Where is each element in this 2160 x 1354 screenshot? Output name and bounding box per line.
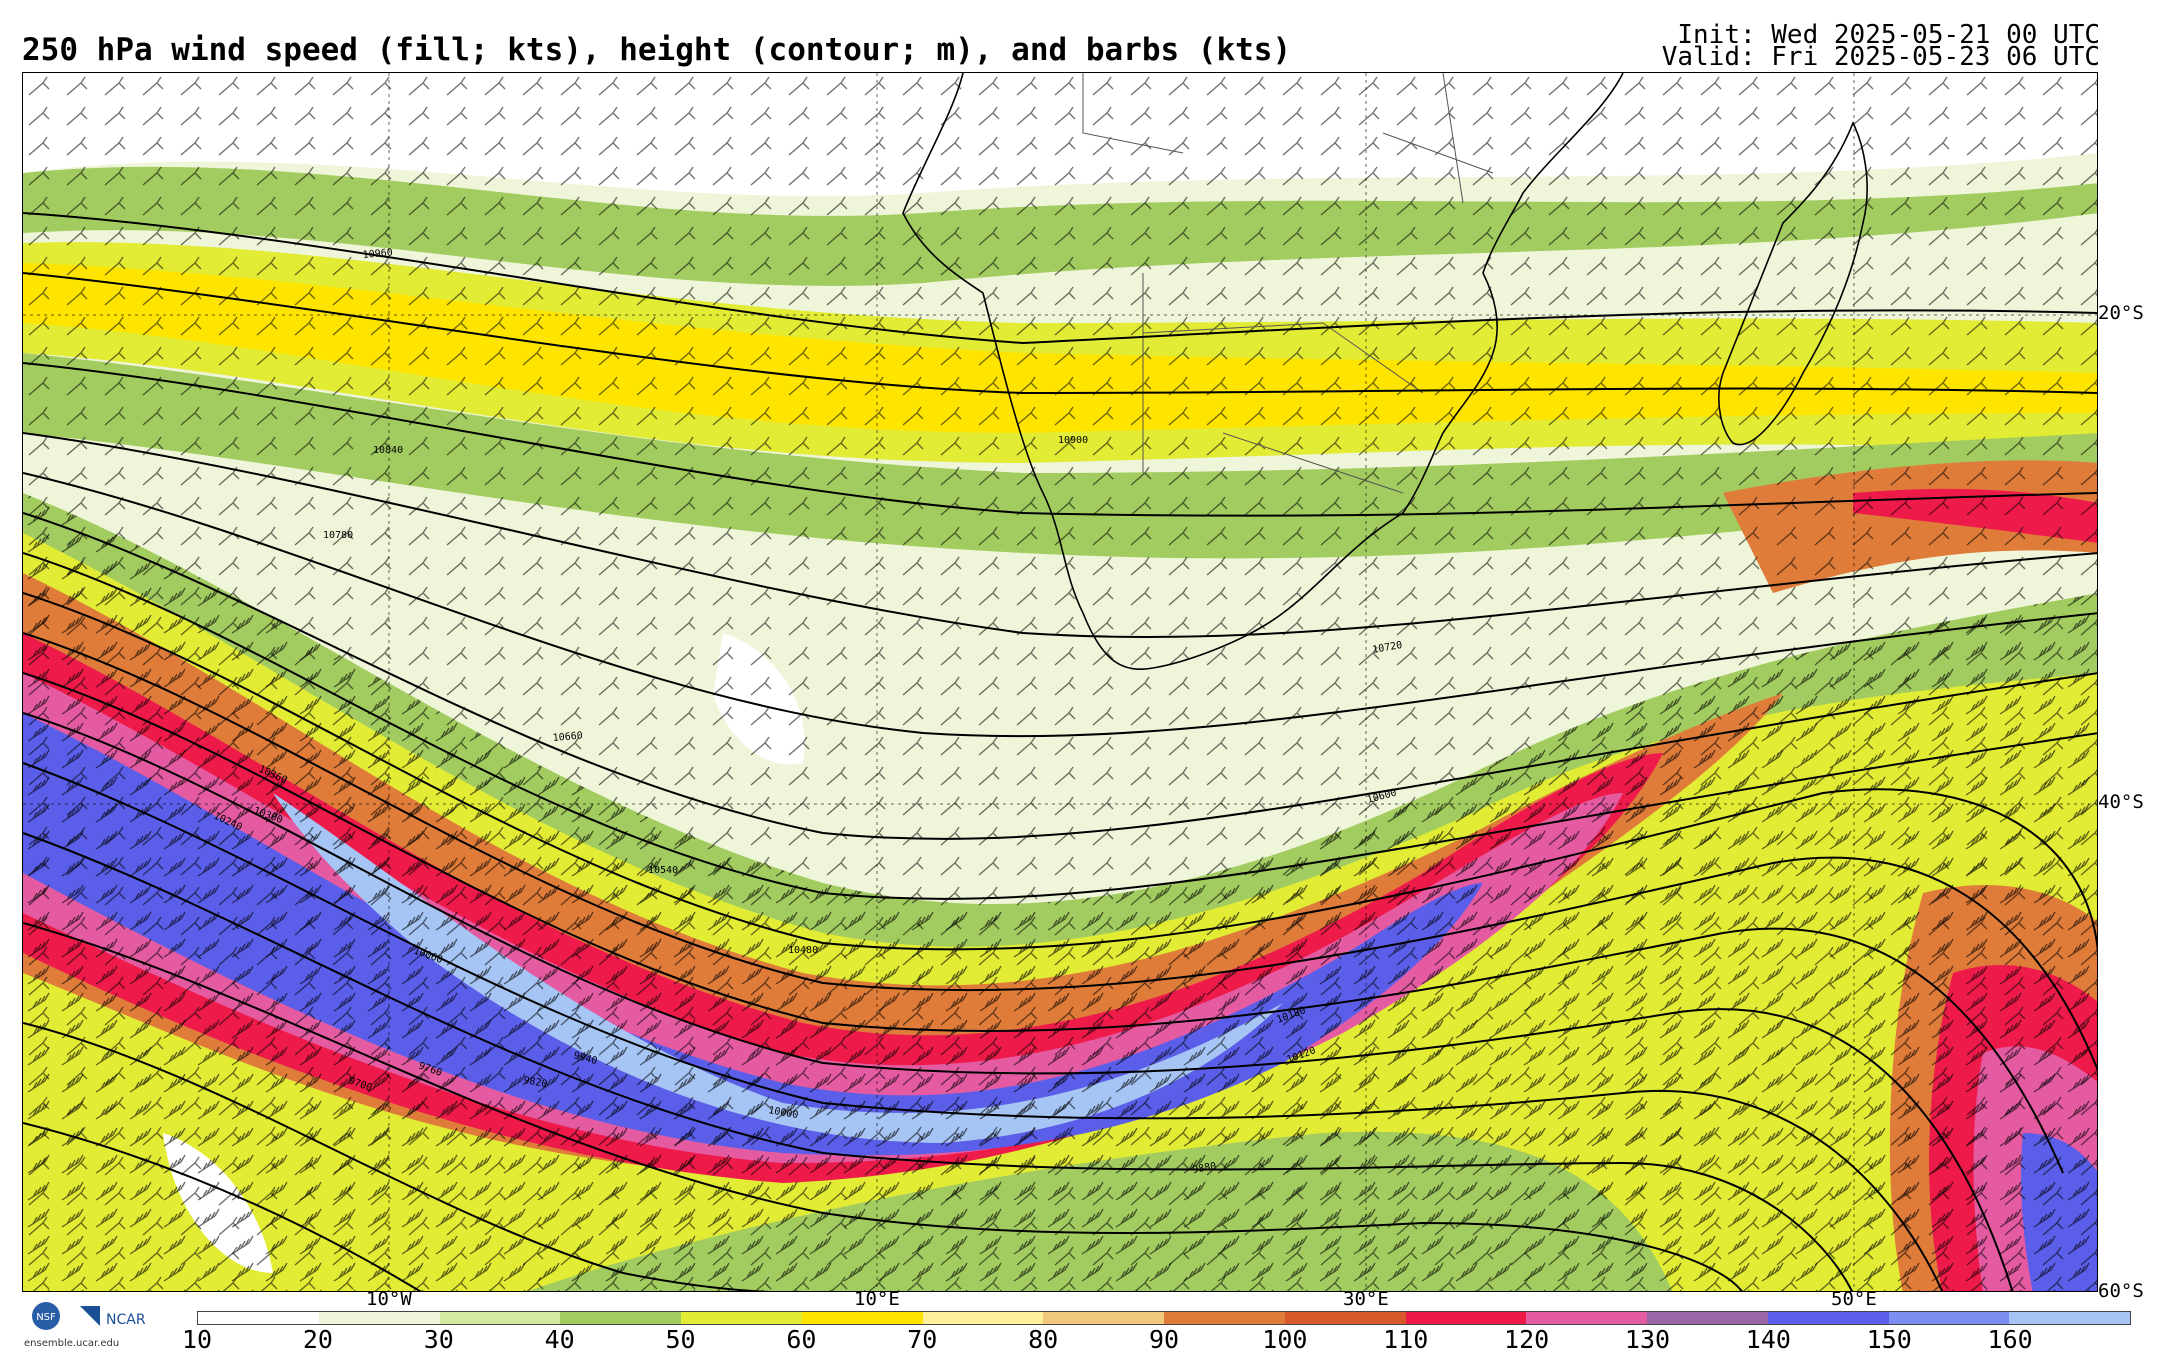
lon-label-30e: 30°E <box>1343 1288 1389 1310</box>
colorbar-segment <box>560 1312 681 1324</box>
contour-label: 10660 <box>552 730 583 744</box>
colorbar-segment <box>922 1312 1044 1324</box>
colorbar-tick-label: 100 <box>1262 1325 1308 1354</box>
contour-label: 10540 <box>648 865 678 876</box>
colorbar-tick-label: 50 <box>665 1325 696 1354</box>
contour-label: 9880 <box>1192 1161 1218 1176</box>
colorbar-segment <box>1043 1312 1164 1324</box>
colorbar-segment <box>1164 1312 1285 1324</box>
contour-label: 10720 <box>1372 640 1404 656</box>
colorbar-tick-label: 120 <box>1504 1325 1550 1354</box>
lon-label-10w: 10°W <box>366 1288 412 1310</box>
colorbar-tick-label: 90 <box>1148 1325 1180 1354</box>
nsf-logo-icon <box>32 1302 60 1330</box>
nsf-logo-text: NSF <box>36 1312 56 1323</box>
map-canvas: 1096010900108401078010720106601060010540… <box>23 73 2097 1291</box>
colorbar-segment <box>318 1312 440 1324</box>
colorbar-segment <box>1284 1312 1406 1324</box>
ncar-logo-text: NCAR <box>106 1312 146 1328</box>
contour-label: 10960 <box>362 247 393 261</box>
contour-label: 10900 <box>1058 435 1088 446</box>
valid-time: Valid: Fri 2025-05-23 06 UTC <box>1661 42 2100 72</box>
lon-label-10e: 10°E <box>854 1288 900 1310</box>
init-time: Init: Wed 2025-05-21 00 UTC <box>1677 20 2100 50</box>
colorbar-tick-label: 140 <box>1745 1325 1791 1354</box>
logo-url: ensemble.ucar.edu <box>24 1338 119 1349</box>
colorbar-tick-label: 110 <box>1383 1325 1429 1354</box>
colorbar-tick-label: 20 <box>302 1325 333 1354</box>
contour-label: 10480 <box>788 945 818 956</box>
colorbar-tick-label: 40 <box>544 1325 575 1354</box>
colorbar-segment <box>2009 1312 2130 1324</box>
lat-label-60s: 60°S <box>2098 1280 2144 1302</box>
colorbar-tick-label: 130 <box>1624 1325 1671 1354</box>
colorbar-segment <box>439 1312 561 1324</box>
colorbar-segment <box>198 1312 319 1324</box>
lat-label-40s: 40°S <box>2098 791 2144 813</box>
map-panel[interactable]: 10960 10900 10840 10780 10720 10660 10600 10540… <box>22 72 2098 1292</box>
colorbar <box>197 1311 2131 1325</box>
ncar-logo-icon <box>80 1306 100 1326</box>
colorbar-segment <box>801 1312 923 1324</box>
contour-label: 10780 <box>323 530 353 541</box>
colorbar-tick-label: 70 <box>907 1325 938 1354</box>
colorbar-segment <box>1647 1312 1768 1324</box>
logos: NSF NCAR ensemble.ucar.edu <box>22 1298 157 1350</box>
colorbar-tick-label: 80 <box>1028 1325 1059 1354</box>
colorbar-segment <box>681 1312 802 1324</box>
colorbar-segment <box>1526 1312 1647 1324</box>
height-contours <box>23 212 2097 1291</box>
lat-label-20s: 20°S <box>2098 302 2144 324</box>
colorbar-tick-label: 30 <box>423 1325 454 1354</box>
borders <box>1082 73 1494 494</box>
colorbar-segment <box>1405 1312 1527 1324</box>
colorbar-tick-label: 150 <box>1866 1325 1912 1354</box>
colorbar-tick-label: 10 <box>181 1325 213 1354</box>
colorbar-tick-label: 160 <box>1987 1325 2033 1354</box>
colorbar-segment <box>1767 1312 1889 1324</box>
contour-label: 10840 <box>373 445 403 456</box>
contour-label: 9820 <box>522 1075 548 1090</box>
colorbar-tick-label: 60 <box>786 1325 817 1354</box>
colorbar-segment <box>1888 1312 2010 1324</box>
lon-label-50e: 50°E <box>1831 1288 1877 1310</box>
contour-label: 10000 <box>767 1105 799 1121</box>
chart-title: 250 hPa wind speed (fill; kts), height (… <box>22 32 1292 68</box>
graticule <box>23 73 2097 1291</box>
